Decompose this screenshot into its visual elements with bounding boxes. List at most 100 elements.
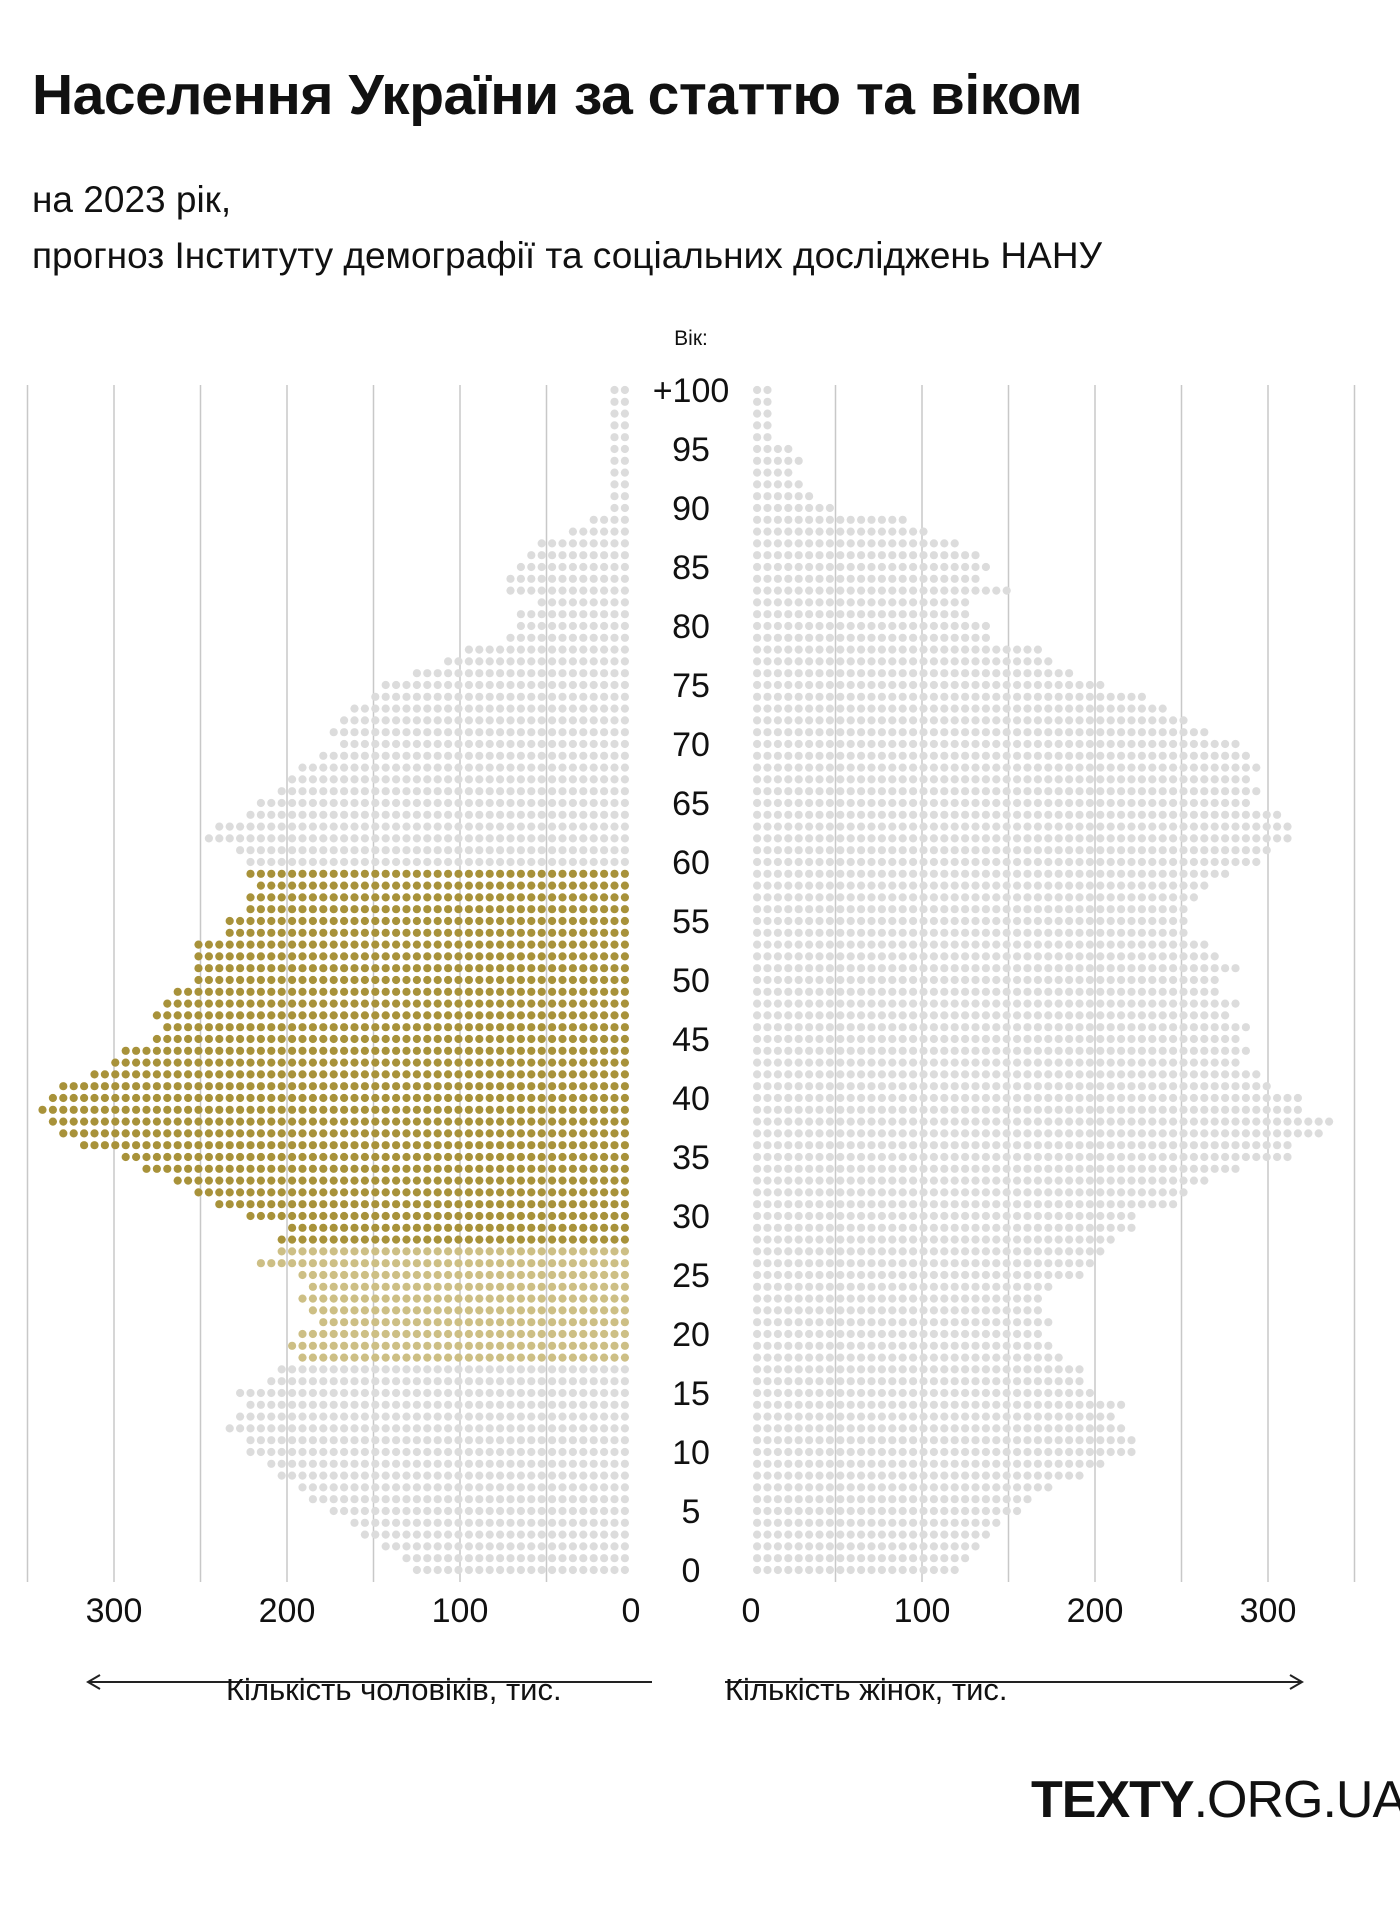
dot bbox=[1231, 1058, 1240, 1067]
dot bbox=[423, 1483, 432, 1492]
dot bbox=[329, 1459, 338, 1468]
dot bbox=[329, 1306, 338, 1315]
dot bbox=[919, 1046, 928, 1055]
dot bbox=[981, 1058, 991, 1067]
dot bbox=[919, 1270, 928, 1280]
dot bbox=[610, 1306, 619, 1315]
dot bbox=[971, 1117, 980, 1126]
dot bbox=[1210, 1152, 1219, 1162]
dot bbox=[444, 1117, 453, 1126]
dot bbox=[898, 1518, 907, 1527]
dot bbox=[516, 1188, 526, 1197]
dot bbox=[940, 1530, 949, 1539]
dot bbox=[402, 893, 411, 902]
dot bbox=[527, 716, 536, 725]
dot bbox=[836, 1082, 845, 1091]
dot bbox=[485, 692, 494, 701]
dot bbox=[433, 1141, 442, 1150]
dot bbox=[610, 1542, 619, 1551]
dot bbox=[877, 1294, 887, 1303]
dot bbox=[360, 1447, 369, 1457]
dot bbox=[1158, 1058, 1167, 1067]
dot bbox=[589, 1058, 598, 1067]
dot bbox=[537, 1046, 546, 1055]
dot bbox=[1148, 1117, 1157, 1126]
dot bbox=[381, 1400, 390, 1409]
dot bbox=[246, 987, 255, 996]
dot bbox=[444, 1129, 453, 1138]
dot bbox=[464, 1483, 473, 1492]
dot bbox=[919, 1117, 928, 1126]
dot bbox=[981, 1082, 991, 1091]
dot bbox=[402, 1188, 411, 1197]
dot bbox=[610, 905, 619, 914]
dot bbox=[454, 692, 463, 701]
dot bbox=[319, 1353, 328, 1362]
dot bbox=[527, 881, 536, 890]
dot bbox=[1241, 1152, 1250, 1162]
dot bbox=[558, 1117, 567, 1126]
dot bbox=[1054, 1211, 1063, 1221]
dot bbox=[527, 916, 536, 926]
dot bbox=[288, 1388, 297, 1398]
dot bbox=[360, 975, 369, 985]
dot bbox=[773, 999, 783, 1008]
dot bbox=[392, 1223, 401, 1232]
dot bbox=[1117, 1447, 1126, 1457]
dot bbox=[898, 1495, 907, 1504]
dot bbox=[1148, 1034, 1157, 1044]
dot bbox=[620, 1365, 630, 1374]
dot bbox=[475, 657, 484, 666]
dot bbox=[1054, 1412, 1063, 1421]
dot bbox=[371, 1306, 380, 1315]
dot bbox=[215, 1105, 224, 1114]
dot bbox=[600, 1141, 609, 1150]
dot bbox=[558, 775, 567, 784]
dot bbox=[815, 1176, 824, 1185]
dot bbox=[381, 1223, 390, 1232]
dot bbox=[527, 1070, 536, 1079]
dot bbox=[1189, 1070, 1198, 1079]
dot bbox=[794, 1471, 803, 1480]
dot bbox=[454, 1542, 463, 1551]
dot bbox=[360, 1176, 369, 1185]
dot bbox=[600, 716, 609, 725]
dot bbox=[464, 857, 473, 867]
dot bbox=[506, 975, 515, 985]
dot bbox=[423, 1117, 432, 1126]
dot bbox=[805, 1011, 814, 1020]
dot bbox=[950, 1058, 959, 1067]
dot bbox=[277, 1365, 286, 1374]
dot bbox=[381, 1152, 390, 1162]
dot bbox=[267, 822, 276, 831]
dot bbox=[805, 1565, 814, 1575]
dot bbox=[1262, 1141, 1271, 1150]
dot bbox=[888, 1282, 897, 1291]
dot bbox=[350, 1082, 359, 1091]
dot bbox=[516, 846, 526, 855]
dot bbox=[940, 1495, 949, 1504]
dot bbox=[600, 1483, 609, 1492]
dot bbox=[846, 1495, 855, 1504]
dot bbox=[246, 857, 255, 867]
dot bbox=[836, 1365, 845, 1374]
dot bbox=[381, 1388, 390, 1398]
dot bbox=[1013, 1141, 1022, 1150]
dot bbox=[568, 1129, 578, 1138]
dot bbox=[288, 1034, 297, 1044]
dot bbox=[360, 1506, 369, 1516]
dot bbox=[773, 1223, 783, 1232]
dot bbox=[506, 1377, 515, 1386]
dot bbox=[360, 1247, 369, 1256]
dot bbox=[277, 846, 286, 855]
dot bbox=[1065, 1259, 1074, 1268]
dot bbox=[857, 1400, 866, 1409]
dot bbox=[909, 1023, 918, 1032]
dot bbox=[496, 1034, 505, 1044]
dot bbox=[475, 893, 484, 902]
dot bbox=[877, 1093, 887, 1103]
dot bbox=[794, 1058, 803, 1067]
dot bbox=[527, 952, 536, 961]
dot bbox=[402, 1495, 411, 1504]
dot bbox=[909, 1294, 918, 1303]
